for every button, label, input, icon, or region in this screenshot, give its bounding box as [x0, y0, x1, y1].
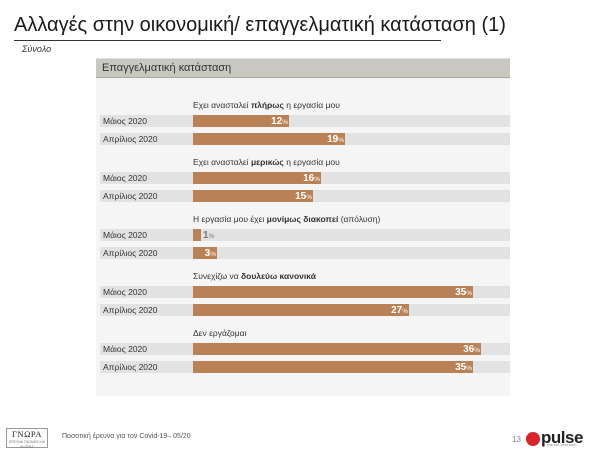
- title-divider: [14, 40, 441, 41]
- row-label: Απρίλιος 2020: [103, 134, 158, 144]
- bar: [193, 229, 201, 241]
- group-title: Εχει ανασταλεί πλήρως η εργασία μου: [193, 100, 340, 110]
- bar: [193, 304, 409, 316]
- bar: [193, 286, 473, 298]
- gnora-logo-name: ΓΝΩΡΑ: [12, 429, 42, 439]
- bar-value-label: 36%: [463, 344, 480, 355]
- bar-value-label: 1%: [203, 230, 215, 241]
- bar-value-label: 12%: [271, 116, 288, 127]
- row-label: Απρίλιος 2020: [103, 191, 158, 201]
- bar-value-label: 35%: [455, 362, 472, 373]
- bar: [193, 133, 345, 145]
- bar-chart: Εχει ανασταλεί πλήρως η εργασία μου Μάιος…: [100, 100, 510, 373]
- pulse-logo-text: pulse: [541, 428, 583, 447]
- group-title: Εχει ανασταλεί μερικώς η εργασία μου: [193, 157, 340, 167]
- bar-value-label: 16%: [303, 173, 320, 184]
- row-label: Απρίλιος 2020: [103, 362, 158, 372]
- bar-value-label: 35%: [455, 287, 472, 298]
- panel-title: Επαγγελματική κατάσταση: [96, 59, 510, 78]
- bar: [193, 115, 289, 127]
- bar-value-label: 3%: [205, 248, 217, 259]
- bar-value-label: 19%: [327, 134, 344, 145]
- bar: [193, 190, 313, 202]
- group-title: Συνεχίζω να δουλεύω κανονικά: [193, 271, 317, 281]
- bar-value-label: 15%: [295, 191, 312, 202]
- pulse-logo-icon: [526, 432, 540, 446]
- row-label: Μάιος 2020: [103, 230, 147, 240]
- group-title: Η εργασία μου έχει μονίμως διακοπεί (από…: [193, 214, 381, 224]
- row-label: Μάιος 2020: [103, 116, 147, 126]
- page-number: 13: [512, 435, 521, 444]
- row-label: Απρίλιος 2020: [103, 248, 158, 258]
- row-label: Απρίλιος 2020: [103, 305, 158, 315]
- bar: [193, 172, 321, 184]
- chart-panel: Επαγγελματική κατάσταση Εχει ανασταλεί π…: [96, 58, 510, 396]
- group-title: Δεν εργάζομαι: [193, 328, 247, 338]
- row-label: Μάιος 2020: [103, 173, 147, 183]
- page-subtitle: Σύνολο: [22, 44, 52, 54]
- gnora-logo-tagline: ΕΡΕΥΝΑ ΓΝΩΜΗΣ ΚΑΙ ΑΓΟΡΑΣ: [8, 440, 46, 449]
- gnora-logo: ΓΝΩΡΑ ΕΡΕΥΝΑ ΓΝΩΜΗΣ ΚΑΙ ΑΓΟΡΑΣ: [6, 428, 48, 449]
- bar-value-label: 27%: [391, 305, 408, 316]
- row-label: Μάιος 2020: [103, 344, 147, 354]
- bar: [193, 247, 217, 259]
- page-title: Αλλαγές στην οικονομική/ επαγγελματική κ…: [14, 14, 506, 36]
- bar: [193, 361, 473, 373]
- footer-survey-note: Ποσοτική έρευνα για τον Covid-19– 05/20: [62, 433, 191, 440]
- row-track: [100, 115, 510, 127]
- bar: [193, 343, 481, 355]
- row-label: Μάιος 2020: [103, 287, 147, 297]
- row-track: [100, 229, 510, 241]
- row-track: [100, 247, 510, 259]
- pulse-logo-tagline: market research: [547, 443, 577, 447]
